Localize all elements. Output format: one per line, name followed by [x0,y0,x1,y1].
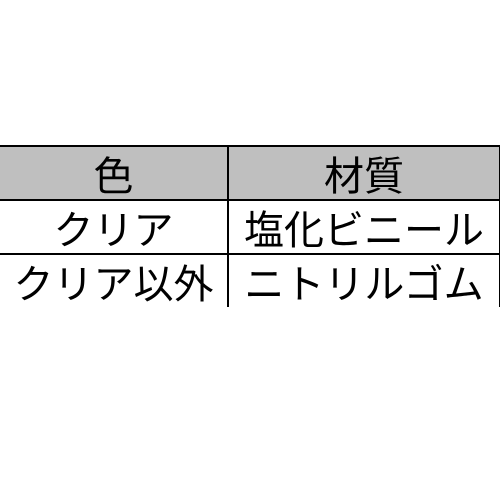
column-header-material: 材質 [228,146,500,200]
column-header-color: 色 [0,146,228,200]
cell-color: クリア [0,200,228,254]
table-row: クリア 塩化ビニール [0,200,500,254]
cell-material: ニトリルゴム [228,254,500,307]
canvas: { "table": { "type": "table", "position"… [0,0,500,500]
spec-table: 色 材質 クリア 塩化ビニール クリア以外 ニトリルゴム [0,145,500,307]
cell-color: クリア以外 [0,254,228,307]
table-row: クリア以外 ニトリルゴム [0,254,500,307]
cell-material: 塩化ビニール [228,200,500,254]
table-header-row: 色 材質 [0,146,500,200]
